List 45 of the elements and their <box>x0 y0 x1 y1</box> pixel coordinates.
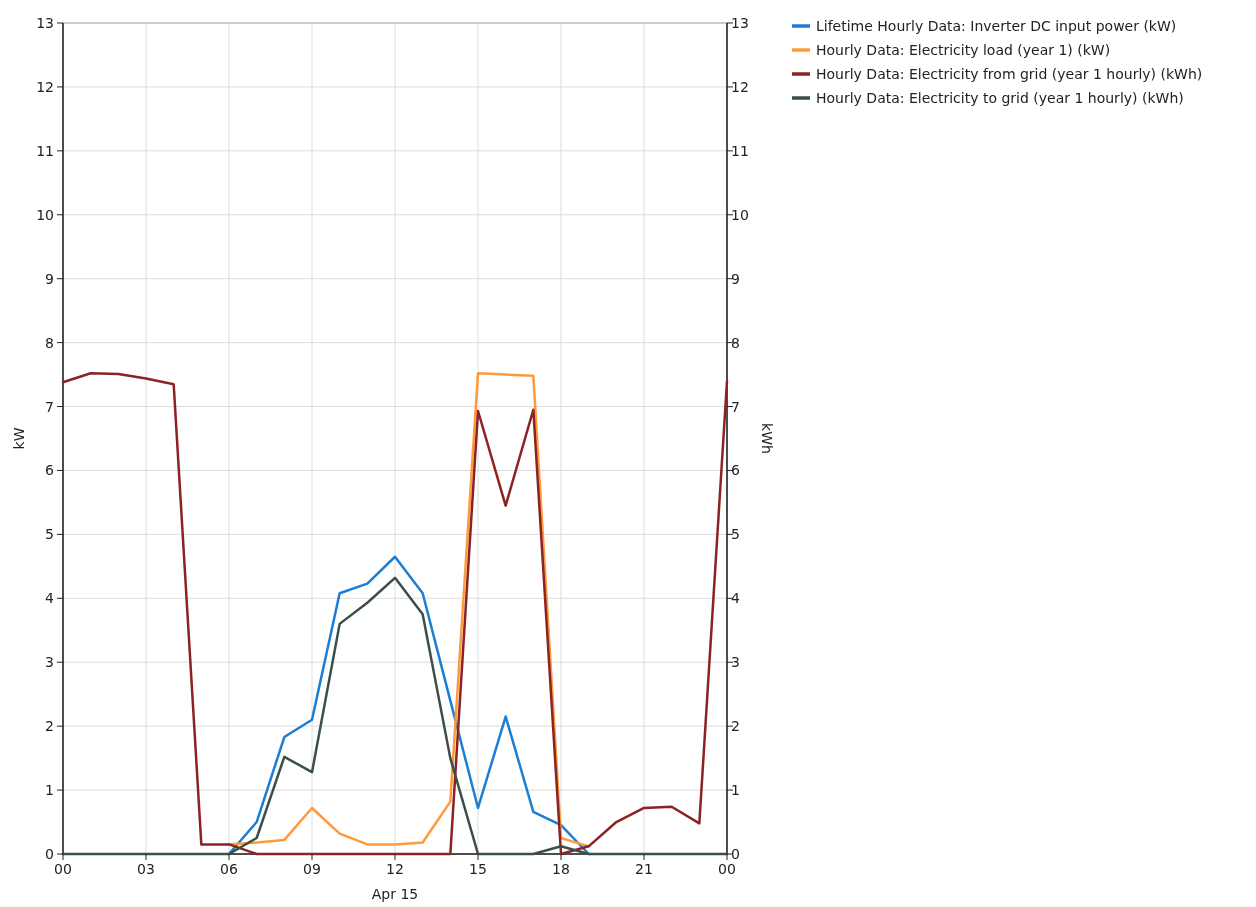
x-tick-label: 00 <box>54 861 72 877</box>
y2-tick-label: 6 <box>731 462 740 479</box>
y-axis-title: kW <box>11 427 27 450</box>
line-series <box>227 555 590 856</box>
y-tick-label: 0 <box>45 846 54 862</box>
y-tick-label: 3 <box>45 654 54 671</box>
legend-label: Hourly Data: Electricity from grid (year 1 hourly) (kWh) <box>816 66 1203 82</box>
y2-tick-label: 13 <box>731 15 749 31</box>
x-axis-title: Apr 15 <box>371 886 419 902</box>
x-tick-label: 06 <box>220 861 238 877</box>
y2-tick-label: 1 <box>731 782 740 799</box>
y2-tick-label: 2 <box>731 718 740 735</box>
y2-tick-label: 0 <box>731 846 740 862</box>
x-tick-label: 18 <box>552 861 570 877</box>
y-tick-label: 7 <box>45 398 54 415</box>
y2-tick-label: 3 <box>731 654 740 671</box>
y2-tick-label: 12 <box>731 78 749 95</box>
y2-axis-title: kWh <box>759 423 775 454</box>
legend-label: Lifetime Hourly Data: Inverter DC input power (kW) <box>816 18 1177 34</box>
y-tick-label: 1 <box>45 782 54 799</box>
y2-tick-label: 4 <box>731 590 740 607</box>
x-tick-label: 03 <box>137 861 155 877</box>
y-tick-label: 12 <box>36 78 54 95</box>
y-tick-label: 10 <box>36 206 54 223</box>
y-tick-label: 6 <box>45 462 55 479</box>
y2-tick-label: 5 <box>731 526 740 543</box>
y-tick-label: 9 <box>45 270 54 287</box>
y-tick-label: 2 <box>45 718 54 735</box>
x-tick-label: 00 <box>718 861 736 877</box>
y2-tick-label: 8 <box>731 334 740 351</box>
y-tick-label: 13 <box>36 15 54 31</box>
legend-label: Hourly Data: Electricity to grid (year 1 hourly) (kWh) <box>816 90 1184 106</box>
y2-tick-label: 9 <box>731 270 740 287</box>
x-tick-label: 15 <box>469 861 487 877</box>
y-tick-label: 4 <box>45 590 55 607</box>
x-tick-label: 21 <box>635 861 653 877</box>
x-tick-label: 12 <box>386 861 404 877</box>
y-tick-label: 8 <box>45 334 54 351</box>
legend-label: Hourly Data: Electricity load (year 1) (kW) <box>816 42 1111 58</box>
y2-tick-label: 10 <box>731 206 749 223</box>
y-tick-label: 5 <box>45 526 54 543</box>
y2-tick-label: 11 <box>731 142 749 159</box>
y-tick-label: 11 <box>36 142 54 159</box>
x-tick-label: 09 <box>303 861 321 877</box>
y2-tick-label: 7 <box>731 398 740 415</box>
